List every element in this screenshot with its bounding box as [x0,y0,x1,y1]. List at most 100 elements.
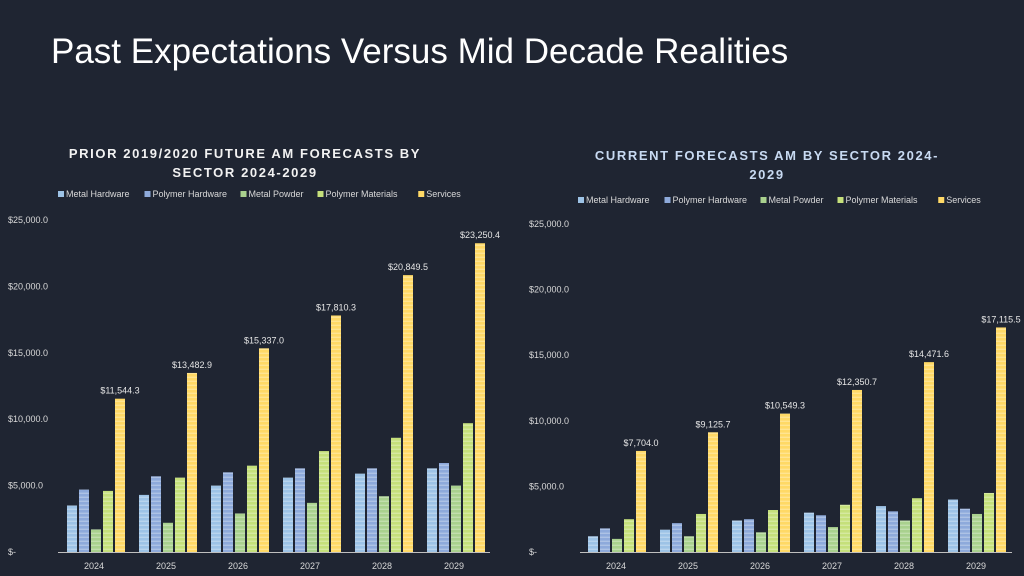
bar-metal-hardware-2026 [211,485,221,552]
legend-label-polymer-hardware: Polymer Hardware [153,189,228,199]
y-tick-label: $10,000.0 [8,414,48,424]
data-label-2025: $9,125.7 [695,419,730,429]
bar-polymer-hardware-2025 [672,523,682,552]
bar-polymer-hardware-2025 [151,476,161,552]
x-tick-label-2028: 2028 [372,561,392,571]
x-tick-label-2027: 2027 [300,561,320,571]
chart-title-line-2: 2029 [749,167,785,182]
legend-label-metal-powder: Metal Powder [249,189,304,199]
legend-label-metal-hardware: Metal Hardware [66,189,130,199]
legend-label-metal-hardware: Metal Hardware [586,195,650,205]
x-tick-label-2025: 2025 [678,561,698,571]
legend-swatch-polymer-hardware [144,191,151,197]
data-label-2029: $17,115.5 [981,314,1020,324]
y-tick-label: $25,000.0 [529,219,569,229]
slide-title: Past Expectations Versus Mid Decade Real… [51,32,789,71]
y-tick-label: $5,000.0 [8,481,43,491]
bar-polymer-materials-2028 [391,437,401,552]
prior-forecast-chart: PRIOR 2019/2020 FUTURE AM FORECASTS BY S… [0,138,512,576]
x-tick-label-2025: 2025 [156,561,176,571]
legend-swatch-metal-powder [240,191,247,197]
x-tick-label-2026: 2026 [228,561,248,571]
legend: Metal Hardware Polymer Hardware Metal Powd… [578,195,981,205]
chart-title-line-1: CURRENT FORECASTS AM BY SECTOR 2024- [594,148,940,163]
bar-polymer-hardware-2028 [367,468,377,552]
bar-metal-powder-2028 [379,496,389,552]
bar-metal-powder-2026 [235,513,245,552]
prior-forecast-plot: Metal Hardware Polymer Hardware Metal Powd… [8,189,500,571]
bar-metal-hardware-2027 [804,512,814,552]
bar-metal-hardware-2026 [732,520,742,552]
bar-polymer-materials-2027 [840,504,850,552]
bar-metal-hardware-2024 [588,536,598,552]
legend-swatch-services [938,197,945,203]
bar-services-2024 [636,450,646,552]
bar-metal-hardware-2028 [355,473,365,552]
legend-swatch-polymer-materials [317,191,324,197]
legend-swatch-metal-powder [760,197,767,203]
bar-polymer-materials-2024 [624,519,634,552]
chart-title-line-1: PRIOR 2019/2020 FUTURE AM FORECASTS BY [68,146,422,161]
bar-services-2025 [187,372,197,552]
legend-label-services: Services [426,189,461,199]
chart-title: PRIOR 2019/2020 FUTURE AM FORECASTS BY S… [60,144,430,182]
data-label-2026: $10,549.3 [765,401,805,411]
legend-label-polymer-materials: Polymer Materials [326,189,399,199]
data-label-2029: $23,250.4 [460,230,500,240]
x-tick-label-2028: 2028 [894,561,914,571]
bar-services-2026 [259,348,269,552]
bar-polymer-hardware-2029 [439,463,449,552]
bar-metal-powder-2024 [612,538,622,552]
y-tick-label: $10,000.0 [529,416,569,426]
y-tick-label: $15,000.0 [8,348,48,358]
data-label-2028: $20,849.5 [388,262,428,272]
bar-metal-powder-2026 [756,532,766,552]
bar-metal-hardware-2028 [876,506,886,552]
bar-polymer-materials-2027 [319,451,329,552]
bar-polymer-materials-2026 [247,465,257,552]
legend-label-services: Services [946,195,981,205]
y-tick-label: $5,000.0 [529,481,564,491]
bar-metal-hardware-2025 [139,494,149,552]
chart-title-line-2: SECTOR 2024-2029 [172,165,318,180]
chart-title: CURRENT FORECASTS AM BY SECTOR 2024- 202… [572,146,962,184]
bar-services-2026 [780,413,790,552]
bar-metal-hardware-2025 [660,529,670,552]
legend-swatch-metal-hardware [578,197,584,203]
bar-polymer-materials-2029 [463,423,473,552]
bar-services-2029 [475,243,485,552]
bar-polymer-hardware-2024 [600,528,610,552]
bar-services-2024 [115,398,125,552]
current-forecast-chart: CURRENT FORECASTS AM BY SECTOR 2024- 202… [512,138,1024,576]
bar-metal-hardware-2029 [948,499,958,552]
bar-services-2028 [403,275,413,552]
legend-swatch-polymer-materials [837,197,844,203]
data-label-2025: $13,482.9 [172,360,212,370]
bar-polymer-hardware-2028 [888,511,898,552]
bar-metal-hardware-2027 [283,477,293,552]
bar-metal-powder-2024 [91,529,101,552]
x-tick-label-2029: 2029 [444,561,464,571]
bar-polymer-hardware-2027 [816,515,826,552]
bar-metal-hardware-2029 [427,468,437,552]
y-tick-label: $15,000.0 [529,350,569,360]
data-label-2028: $14,471.6 [909,349,949,359]
x-tick-label-2024: 2024 [606,561,626,571]
bar-metal-powder-2029 [972,513,982,552]
y-tick-label: $25,000.0 [8,215,48,225]
legend-swatch-polymer-hardware [664,197,671,203]
bar-metal-powder-2027 [307,502,317,552]
bar-polymer-materials-2024 [103,490,113,552]
bar-metal-powder-2025 [684,536,694,552]
bar-services-2027 [852,389,862,552]
bar-metal-powder-2027 [828,527,838,552]
bar-polymer-materials-2025 [175,477,185,552]
bar-metal-powder-2028 [900,520,910,552]
legend: Metal Hardware Polymer Hardware Metal Powd… [58,189,461,199]
bar-services-2029 [996,327,1006,552]
y-tick-label: $20,000.0 [8,281,48,291]
bar-polymer-hardware-2026 [223,472,233,552]
legend-swatch-services [418,191,425,197]
bar-polymer-materials-2029 [984,492,994,552]
x-tick-label-2027: 2027 [822,561,842,571]
